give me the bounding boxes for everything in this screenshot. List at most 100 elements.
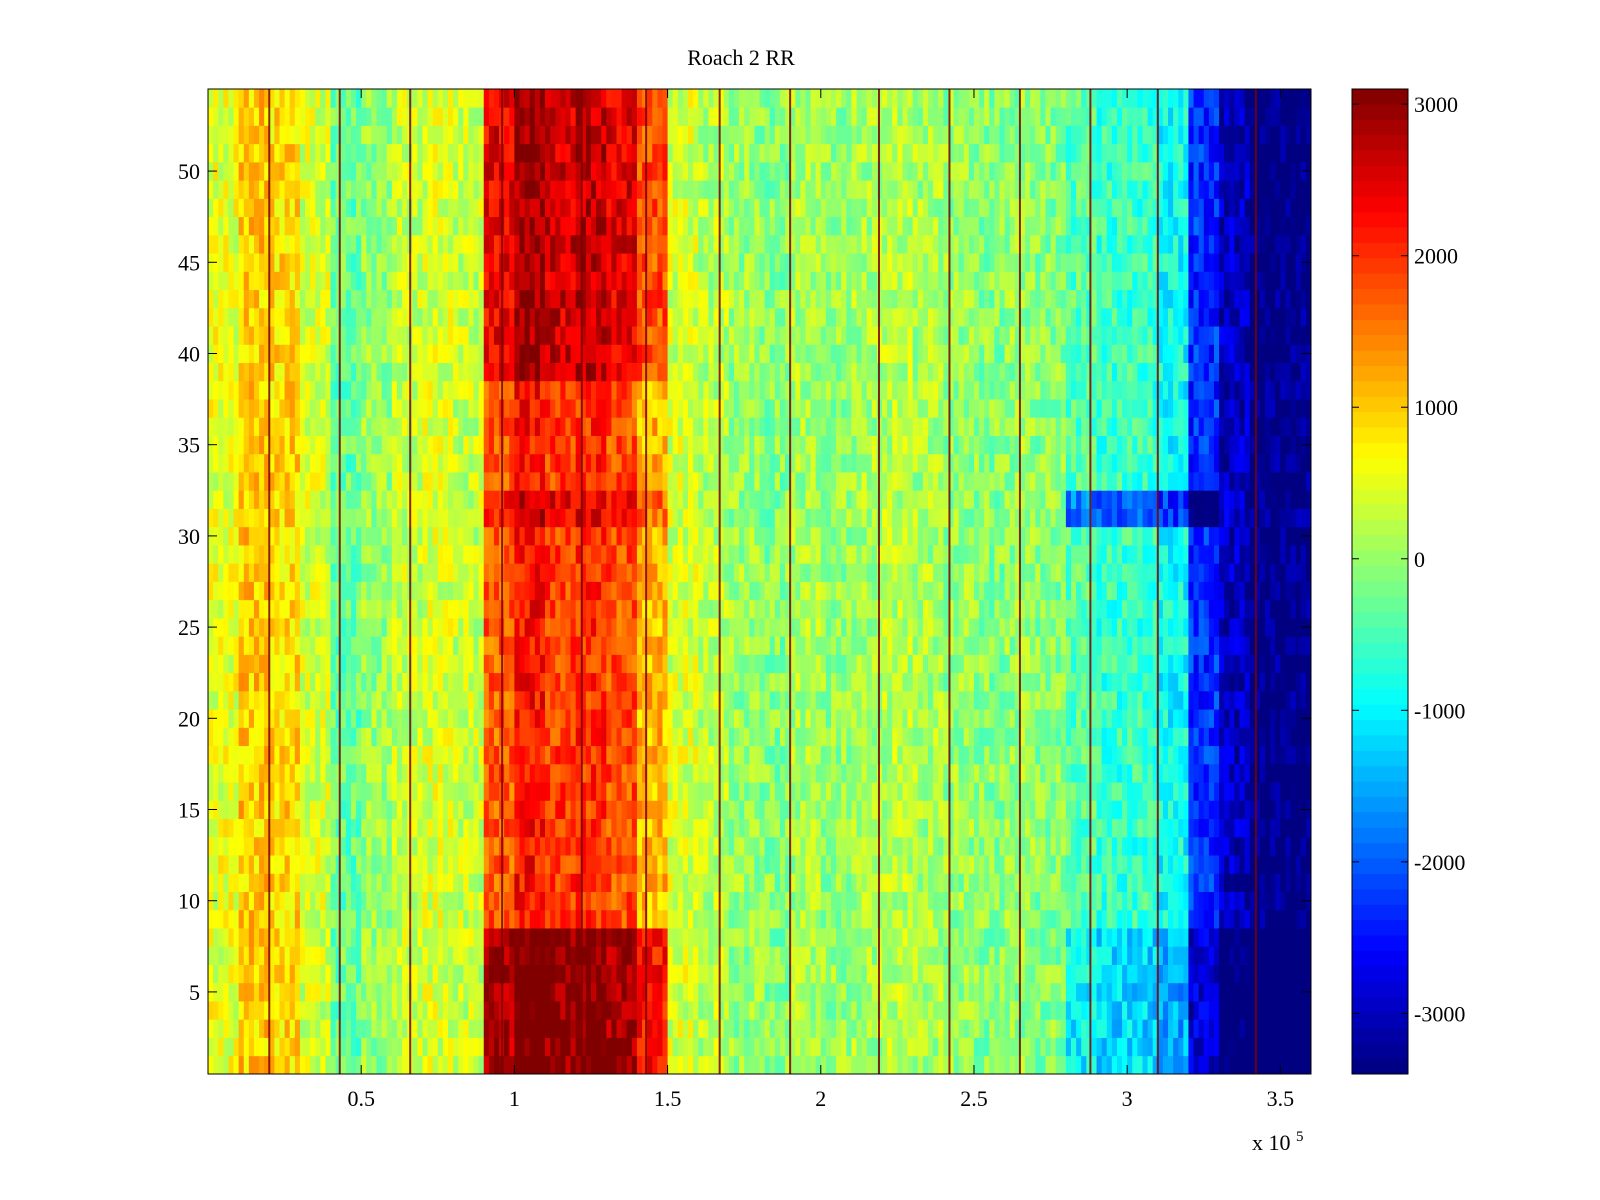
heatmap-cell [529,654,536,674]
heatmap-cell [284,508,291,528]
heatmap-cell [657,289,663,309]
heatmap-cell [509,654,515,674]
heatmap-cell [412,143,418,163]
heatmap-cell [611,672,617,692]
heatmap-cell [213,599,219,619]
heatmap-cell [509,234,515,254]
heatmap-cell [238,271,245,291]
heatmap-cell [356,891,362,911]
heatmap-cell [621,855,628,874]
heatmap-cell [631,545,638,564]
heatmap-cell [504,180,510,199]
heatmap-cell [269,344,275,364]
heatmap-cell [662,89,668,108]
heatmap-cell [340,526,347,546]
heatmap-cell [657,490,663,509]
heatmap-cell [228,909,234,929]
heatmap-cell [448,180,454,199]
heatmap-cell [345,800,352,820]
heatmap-cell [294,727,301,747]
heatmap-cell [545,909,551,929]
heatmap-cell [611,690,617,710]
heatmap-cell [274,672,280,692]
heatmap-cell [391,399,398,418]
heatmap-cell [269,727,275,747]
heatmap-cell [550,1001,556,1020]
heatmap-cell [228,198,234,218]
heatmap-cell [310,654,316,674]
heatmap-cell [366,599,372,619]
heatmap-cell [432,216,439,236]
heatmap-cell [345,125,352,145]
heatmap-cell [208,307,214,327]
heatmap-cell [269,763,275,783]
heatmap-cell [473,928,480,947]
heatmap-cell [264,1055,270,1075]
heatmap-cell [493,727,500,747]
heatmap-cell [213,946,219,965]
heatmap-cell [223,89,229,108]
heatmap-cell [529,161,536,181]
heatmap-cell [228,526,234,546]
heatmap-cell [580,727,587,747]
heatmap-cell [642,399,648,418]
heatmap-cell [376,234,383,254]
heatmap-cell [386,216,393,236]
heatmap-cell [647,125,653,145]
heatmap-cell [550,472,556,491]
heatmap-cell [213,1055,219,1075]
heatmap-cell [233,307,240,327]
heatmap-cell [279,672,285,692]
heatmap-cell [208,745,214,765]
heatmap-cell [611,271,617,291]
heatmap-cell [386,855,393,874]
heatmap-cell [672,855,679,874]
heatmap-cell [514,161,520,181]
heatmap-cell [478,399,485,418]
heatmap-cell [555,344,561,364]
heatmap-cell [473,745,480,765]
heatmap-cell [284,946,291,965]
heatmap-cell [621,89,628,108]
heatmap-cell [473,271,480,291]
heatmap-cell [391,800,398,820]
heatmap-cell [238,946,245,965]
heatmap-cell [667,180,674,199]
heatmap-cell [611,909,617,929]
heatmap-cell [565,271,571,291]
heatmap-cell [606,435,612,455]
heatmap-cell [412,1055,418,1075]
heatmap-cell [667,417,674,436]
heatmap-cell [442,654,449,674]
heatmap-cell [253,307,260,327]
heatmap-cell [432,435,439,455]
heatmap-cell [647,891,653,911]
heatmap-cell [427,198,434,218]
heatmap-cell [386,873,393,892]
heatmap-cell [631,399,638,418]
heatmap-cell [662,654,668,674]
heatmap-cell [243,891,250,911]
heatmap-cell [442,545,449,564]
heatmap-cell [208,946,214,965]
heatmap-cell [253,581,260,601]
heatmap-cell [386,198,393,218]
heatmap-cell [596,873,602,892]
heatmap-cell [478,745,485,765]
heatmap-cell [422,125,428,145]
heatmap-cell [585,271,592,291]
heatmap-cell [330,1001,337,1020]
heatmap-cell [274,253,280,272]
heatmap-cell [534,180,541,199]
heatmap-cell [621,472,628,491]
heatmap-cell [596,362,602,382]
heatmap-cell [259,271,265,291]
heatmap-cell [299,891,306,911]
heatmap-cell [228,782,234,801]
heatmap-cell [585,1055,592,1075]
heatmap-cell [642,143,648,163]
heatmap-cell [672,1001,679,1020]
heatmap-cell [575,107,582,126]
heatmap-cell [539,636,546,655]
heatmap-cell [601,982,607,1002]
